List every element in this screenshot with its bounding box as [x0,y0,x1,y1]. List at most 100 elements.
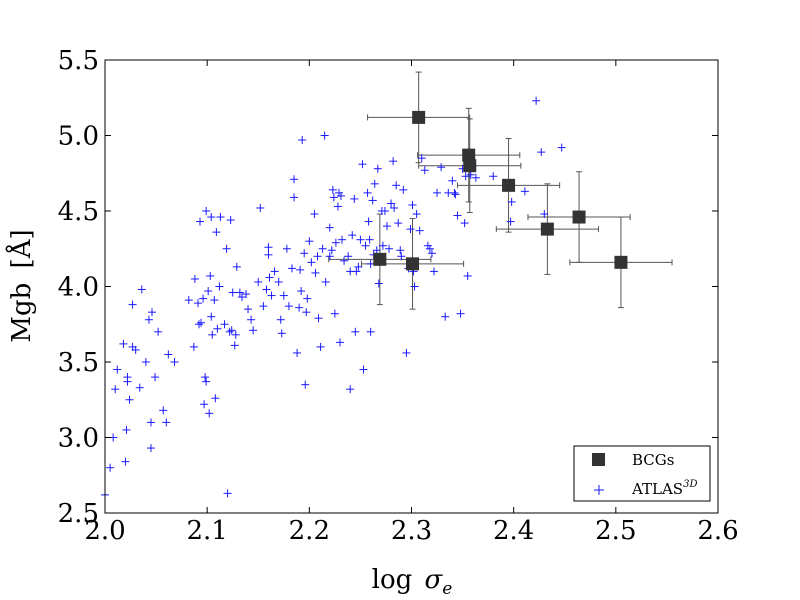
atlas-point [408,200,417,209]
atlas-point [274,277,283,286]
atlas-point [348,231,357,240]
atlas-point [340,256,349,265]
y-tick-label: 4.0 [58,273,99,303]
atlas-point [540,210,549,219]
atlas-point [394,219,403,228]
atlas-point [366,327,375,336]
atlas-point [451,190,460,199]
axes: 2.0 2.1 2.2 2.3 2.4 2.5 2.6 2.5 3.0 3.5 4.0 4.5 5.0 5… [58,46,739,546]
atlas-point [358,160,367,169]
atlas-point [352,267,361,276]
atlas-point [433,188,442,197]
atlas-point [382,222,391,231]
atlas-point [231,330,240,339]
atlas-point [184,296,193,305]
atlas-point [390,203,399,212]
atlas-point [507,197,516,206]
atlas-point [121,457,130,466]
atlas-point [297,287,306,296]
atlas-point [237,293,246,302]
atlas-point [137,285,146,294]
atlas-point [113,365,122,374]
atlas-point [412,210,421,219]
atlas-point [313,252,322,261]
atlas-point [396,246,405,255]
x-tick-label: 2.0 [84,516,125,546]
atlas-point [122,425,131,434]
atlas-point [300,249,309,258]
atlas-point [311,268,320,277]
atlas-point [344,252,353,261]
atlas-point [276,315,285,324]
atlas-point [279,291,288,300]
atlas-point [302,308,311,317]
atlas-point [164,350,173,359]
bcg-point [502,178,516,192]
atlas-point [135,383,144,392]
atlas-point [226,216,235,225]
atlas-point [196,217,205,226]
atlas-point [399,185,408,194]
atlas-point [232,262,241,271]
legend-atlas-label: ATLAS3D [631,479,697,498]
atlas-point [247,315,256,324]
atlas-point [151,373,160,382]
atlas-point [330,309,339,318]
atlas-point [325,223,334,232]
atlas-point [259,302,268,311]
atlas-point [228,288,237,297]
legend-bcg-label: BCGs [632,451,674,469]
atlas-point [425,244,434,253]
atlas-point [147,308,156,317]
atlas-point [267,291,276,300]
atlas-point [453,211,462,220]
atlas-point [373,164,382,173]
atlas-point [329,193,338,202]
atlas-point [211,394,220,403]
atlas-point [314,314,323,323]
atlas-point [106,463,115,472]
atlas-point [207,312,216,321]
atlas-point [119,339,128,348]
bcg-point [462,148,476,162]
atlas-point [223,489,232,498]
bcg-point [412,110,426,124]
y-tick-label: 5.5 [58,46,99,76]
atlas-point [397,252,406,261]
atlas-point [385,244,394,253]
atlas-point [123,377,132,386]
atlas-point [225,327,234,336]
atlas-point [154,327,163,336]
y-axis-label: Mgb [Å] [5,229,37,342]
atlas-point [265,273,274,282]
bcg-point [614,255,628,269]
atlas-point [207,213,216,222]
bcg-point [572,210,586,224]
atlas-point [146,444,155,453]
atlas-point [213,324,222,333]
atlas-point [361,241,370,250]
atlas-point [205,409,214,418]
atlas-point [437,163,446,172]
y-tick-label: 2.5 [58,499,99,529]
atlas-point [241,290,250,299]
atlas-point [537,148,546,157]
x-tick-label: 2.3 [391,516,432,546]
atlas-point [489,172,498,181]
atlas-point [303,294,312,303]
atlas-point [333,202,342,211]
atlas-series [101,96,566,499]
atlas-point [244,305,253,314]
atlas-point [374,279,383,288]
atlas-point [359,365,368,374]
atlas-point [365,235,374,244]
atlas-point [337,191,346,200]
atlas-point [305,237,314,246]
atlas-point [212,228,221,237]
x-tick-label: 2.5 [595,516,636,546]
atlas-point [450,188,459,197]
atlas-point [471,173,480,182]
atlas-point [111,385,120,394]
atlas-point [335,338,344,347]
